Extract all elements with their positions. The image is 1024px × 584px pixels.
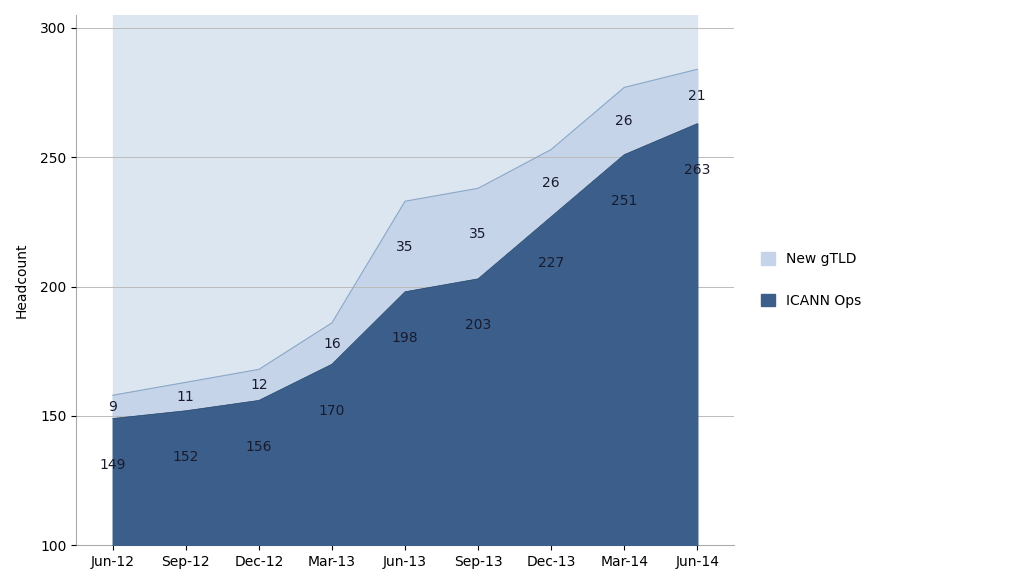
Text: 149: 149 xyxy=(99,458,126,472)
Text: 227: 227 xyxy=(538,256,564,270)
Text: 12: 12 xyxy=(250,378,267,392)
Text: 251: 251 xyxy=(611,194,637,208)
Text: 263: 263 xyxy=(684,163,711,177)
Text: 21: 21 xyxy=(688,89,707,103)
Text: 16: 16 xyxy=(323,336,341,350)
Text: 170: 170 xyxy=(318,404,345,418)
Text: 26: 26 xyxy=(615,114,633,128)
Text: 203: 203 xyxy=(465,318,492,332)
Text: 9: 9 xyxy=(109,400,117,414)
Y-axis label: Headcount: Headcount xyxy=(15,242,29,318)
Text: 35: 35 xyxy=(396,239,414,253)
Text: 152: 152 xyxy=(173,450,199,464)
Text: 156: 156 xyxy=(246,440,272,454)
Text: 26: 26 xyxy=(543,176,560,190)
Text: 11: 11 xyxy=(177,390,195,404)
Legend: New gTLD, ICANN Ops: New gTLD, ICANN Ops xyxy=(754,245,868,315)
Text: 35: 35 xyxy=(469,227,486,241)
Text: 198: 198 xyxy=(392,331,419,345)
